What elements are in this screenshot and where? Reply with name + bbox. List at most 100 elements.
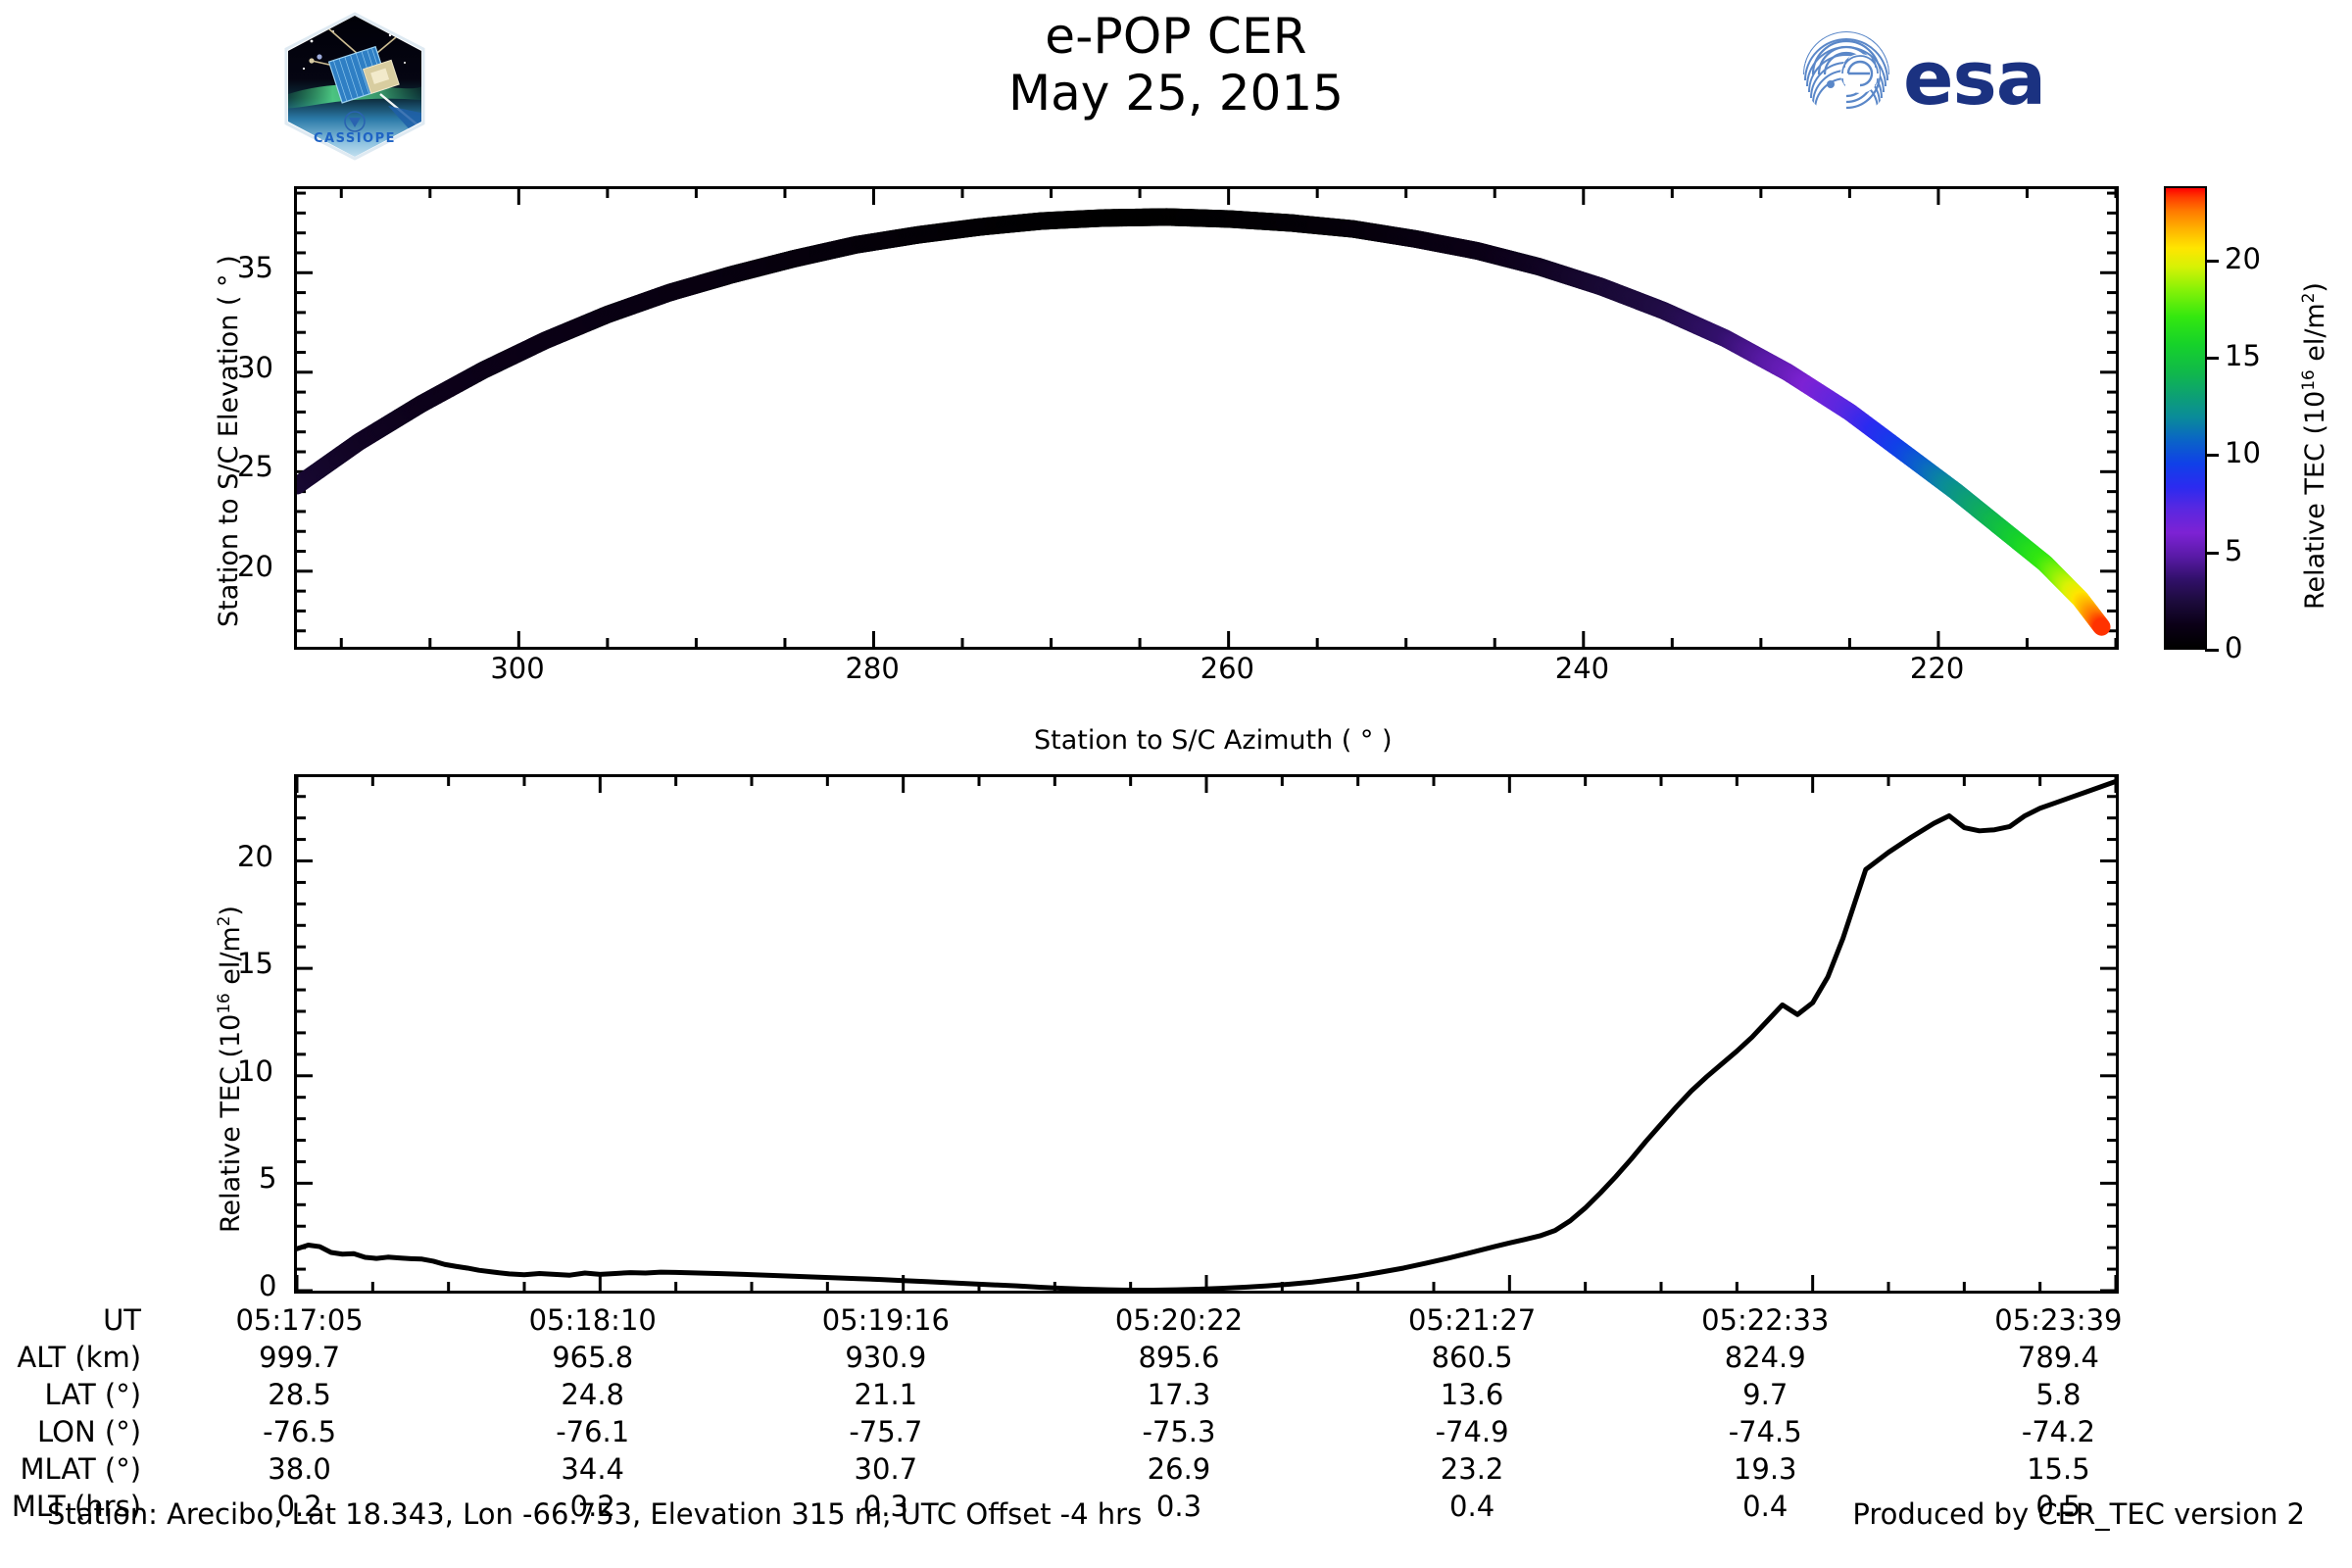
colorbar-tick (2205, 551, 2219, 555)
colorbar-axis-label: Relative TEC (1016 el/m2) (2298, 282, 2330, 610)
param-cell: 24.8 (561, 1378, 624, 1411)
param-cell: 0.3 (1155, 1490, 1202, 1523)
colorbar-tick (2205, 259, 2219, 263)
cassiope-logo: CASSIOPE (282, 12, 427, 161)
colorbar-tick (2205, 454, 2219, 458)
param-cell: -76.1 (556, 1415, 630, 1448)
azimuth-tick-label: 240 (1554, 652, 1610, 685)
table-row: LON (°) -76.5 -76.1 -75.7 -75.3 -74.9 -74.5 -74… (0, 1413, 2205, 1450)
param-row-label: LON (°) (37, 1415, 142, 1448)
tec-line (297, 778, 2116, 1291)
param-cell: -75.7 (849, 1415, 923, 1448)
parameter-table-body: UT 05:17:05 05:18:10 05:19:16 05:20:22 05:21:… (0, 1301, 2205, 1525)
tec-colored-track (297, 208, 2111, 636)
param-row-label: MLT (hrs) (11, 1490, 142, 1523)
tec-tick-label: 5 (259, 1161, 277, 1196)
azimuth-tick-label: 220 (1909, 652, 1965, 685)
table-row: UT 05:17:05 05:18:10 05:19:16 05:20:22 05:21:… (0, 1301, 2205, 1339)
elevation-tick-label: 30 (237, 350, 273, 384)
azimuth-axis-label: Station to S/C Azimuth ( ° ) (1034, 725, 1393, 756)
param-cell: 19.3 (1733, 1452, 1797, 1486)
tec-tick-label: 10 (237, 1054, 273, 1088)
colorbar-tick (2205, 649, 2219, 652)
colorbar-tick-label: 15 (2225, 338, 2261, 372)
param-cell: 930.9 (845, 1341, 927, 1374)
param-cell: 15.5 (2027, 1452, 2090, 1486)
param-cell: 13.6 (1440, 1378, 1504, 1411)
esa-logo: esa (1801, 27, 2085, 122)
azimuth-tick-label: 280 (845, 652, 900, 685)
elevation-tick-label: 35 (237, 251, 273, 285)
param-cell: 0.4 (1742, 1490, 1788, 1523)
param-cell: -76.5 (263, 1415, 337, 1448)
param-cell: 26.9 (1147, 1452, 1211, 1486)
param-cell: 34.4 (561, 1452, 624, 1486)
elevation-azimuth-canvas (297, 189, 2116, 647)
param-cell: 05:19:16 (821, 1303, 950, 1337)
elevation-tick-label: 25 (237, 450, 273, 484)
param-cell: 824.9 (1724, 1341, 1806, 1374)
param-cell: 28.5 (268, 1378, 331, 1411)
param-cell: 05:20:22 (1114, 1303, 1244, 1337)
producer-info: Produced by CER_TEC version 2 (1852, 1497, 2305, 1531)
azimuth-tick-label: 260 (1200, 652, 1254, 685)
param-cell: -74.5 (1728, 1415, 1802, 1448)
param-cell: 0.3 (862, 1490, 908, 1523)
param-cell: 965.8 (552, 1341, 634, 1374)
cassiope-logo-caption: CASSIOPE (314, 131, 396, 146)
page-subtitle: May 25, 2015 (1008, 65, 1344, 122)
param-cell: 0.5 (2035, 1490, 2082, 1523)
param-cell: -74.9 (1435, 1415, 1509, 1448)
tec-tick-label: 15 (237, 947, 273, 981)
title-block: e-POP CER May 25, 2015 (686, 8, 1666, 122)
esa-logo-text: esa (1903, 34, 2045, 122)
colorbar-tick-label: 10 (2225, 436, 2261, 470)
param-cell: 0.2 (276, 1490, 322, 1523)
param-cell: 9.7 (1742, 1378, 1788, 1411)
param-cell: 5.8 (2035, 1378, 2082, 1411)
param-cell: -75.3 (1142, 1415, 1216, 1448)
param-cell: 860.5 (1431, 1341, 1513, 1374)
param-row-label: ALT (km) (17, 1341, 142, 1374)
tec-tick-label: 20 (237, 839, 273, 873)
param-cell: 38.0 (268, 1452, 331, 1486)
param-cell: 05:18:10 (528, 1303, 657, 1337)
param-cell: 789.4 (2017, 1341, 2099, 1374)
param-cell: 0.4 (1449, 1490, 1495, 1523)
header: CASSIOPE e-POP CER May 25, 2015 (0, 0, 2352, 176)
param-cell: 21.1 (854, 1378, 918, 1411)
page-title: e-POP CER (1045, 8, 1307, 65)
tec-time-plot (294, 774, 2119, 1294)
param-cell: 895.6 (1138, 1341, 1220, 1374)
colorbar-tick-label: 20 (2225, 241, 2261, 275)
param-row-label: UT (103, 1303, 142, 1337)
elevation-tick-label: 20 (237, 549, 273, 583)
param-cell: 999.7 (259, 1341, 341, 1374)
colorbar-tick-label: 5 (2225, 533, 2243, 567)
parameter-table: UT 05:17:05 05:18:10 05:19:16 05:20:22 05:21:… (0, 1301, 2205, 1525)
elevation-azimuth-plot (294, 186, 2119, 650)
param-cell: -74.2 (2021, 1415, 2095, 1448)
table-row: LAT (°) 28.5 24.8 21.1 17.3 13.6 9.7 5.8 (0, 1376, 2205, 1413)
table-row: ALT (km) 999.7 965.8 930.9 895.6 860.5 824.9 78… (0, 1339, 2205, 1376)
param-cell: 05:21:27 (1407, 1303, 1537, 1337)
param-cell: 05:17:05 (235, 1303, 364, 1337)
table-row: MLT (hrs) 0.2 0.2 0.3 0.3 0.4 0.4 0.5 (0, 1488, 2205, 1525)
param-row-label: LAT (°) (44, 1378, 142, 1411)
param-cell: 05:22:33 (1701, 1303, 1830, 1337)
table-row: MLAT (°) 38.0 34.4 30.7 26.9 23.2 19.3 15.5 (0, 1450, 2205, 1488)
param-cell: 30.7 (854, 1452, 918, 1486)
colorbar (2164, 186, 2207, 650)
param-cell: 17.3 (1147, 1378, 1211, 1411)
param-cell: 0.2 (569, 1490, 615, 1523)
param-cell: 05:23:39 (1994, 1303, 2123, 1337)
tec-time-canvas (297, 777, 2116, 1291)
param-cell: 23.2 (1440, 1452, 1504, 1486)
azimuth-tick-label: 300 (490, 652, 545, 685)
param-row-label: MLAT (°) (20, 1452, 142, 1486)
tec-tick-label: 0 (259, 1269, 277, 1302)
station-info: Station: Arecibo, Lat 18.343, Lon -66.75… (47, 1497, 1143, 1531)
colorbar-tick-label: 0 (2225, 631, 2243, 664)
colorbar-tick (2205, 356, 2219, 360)
